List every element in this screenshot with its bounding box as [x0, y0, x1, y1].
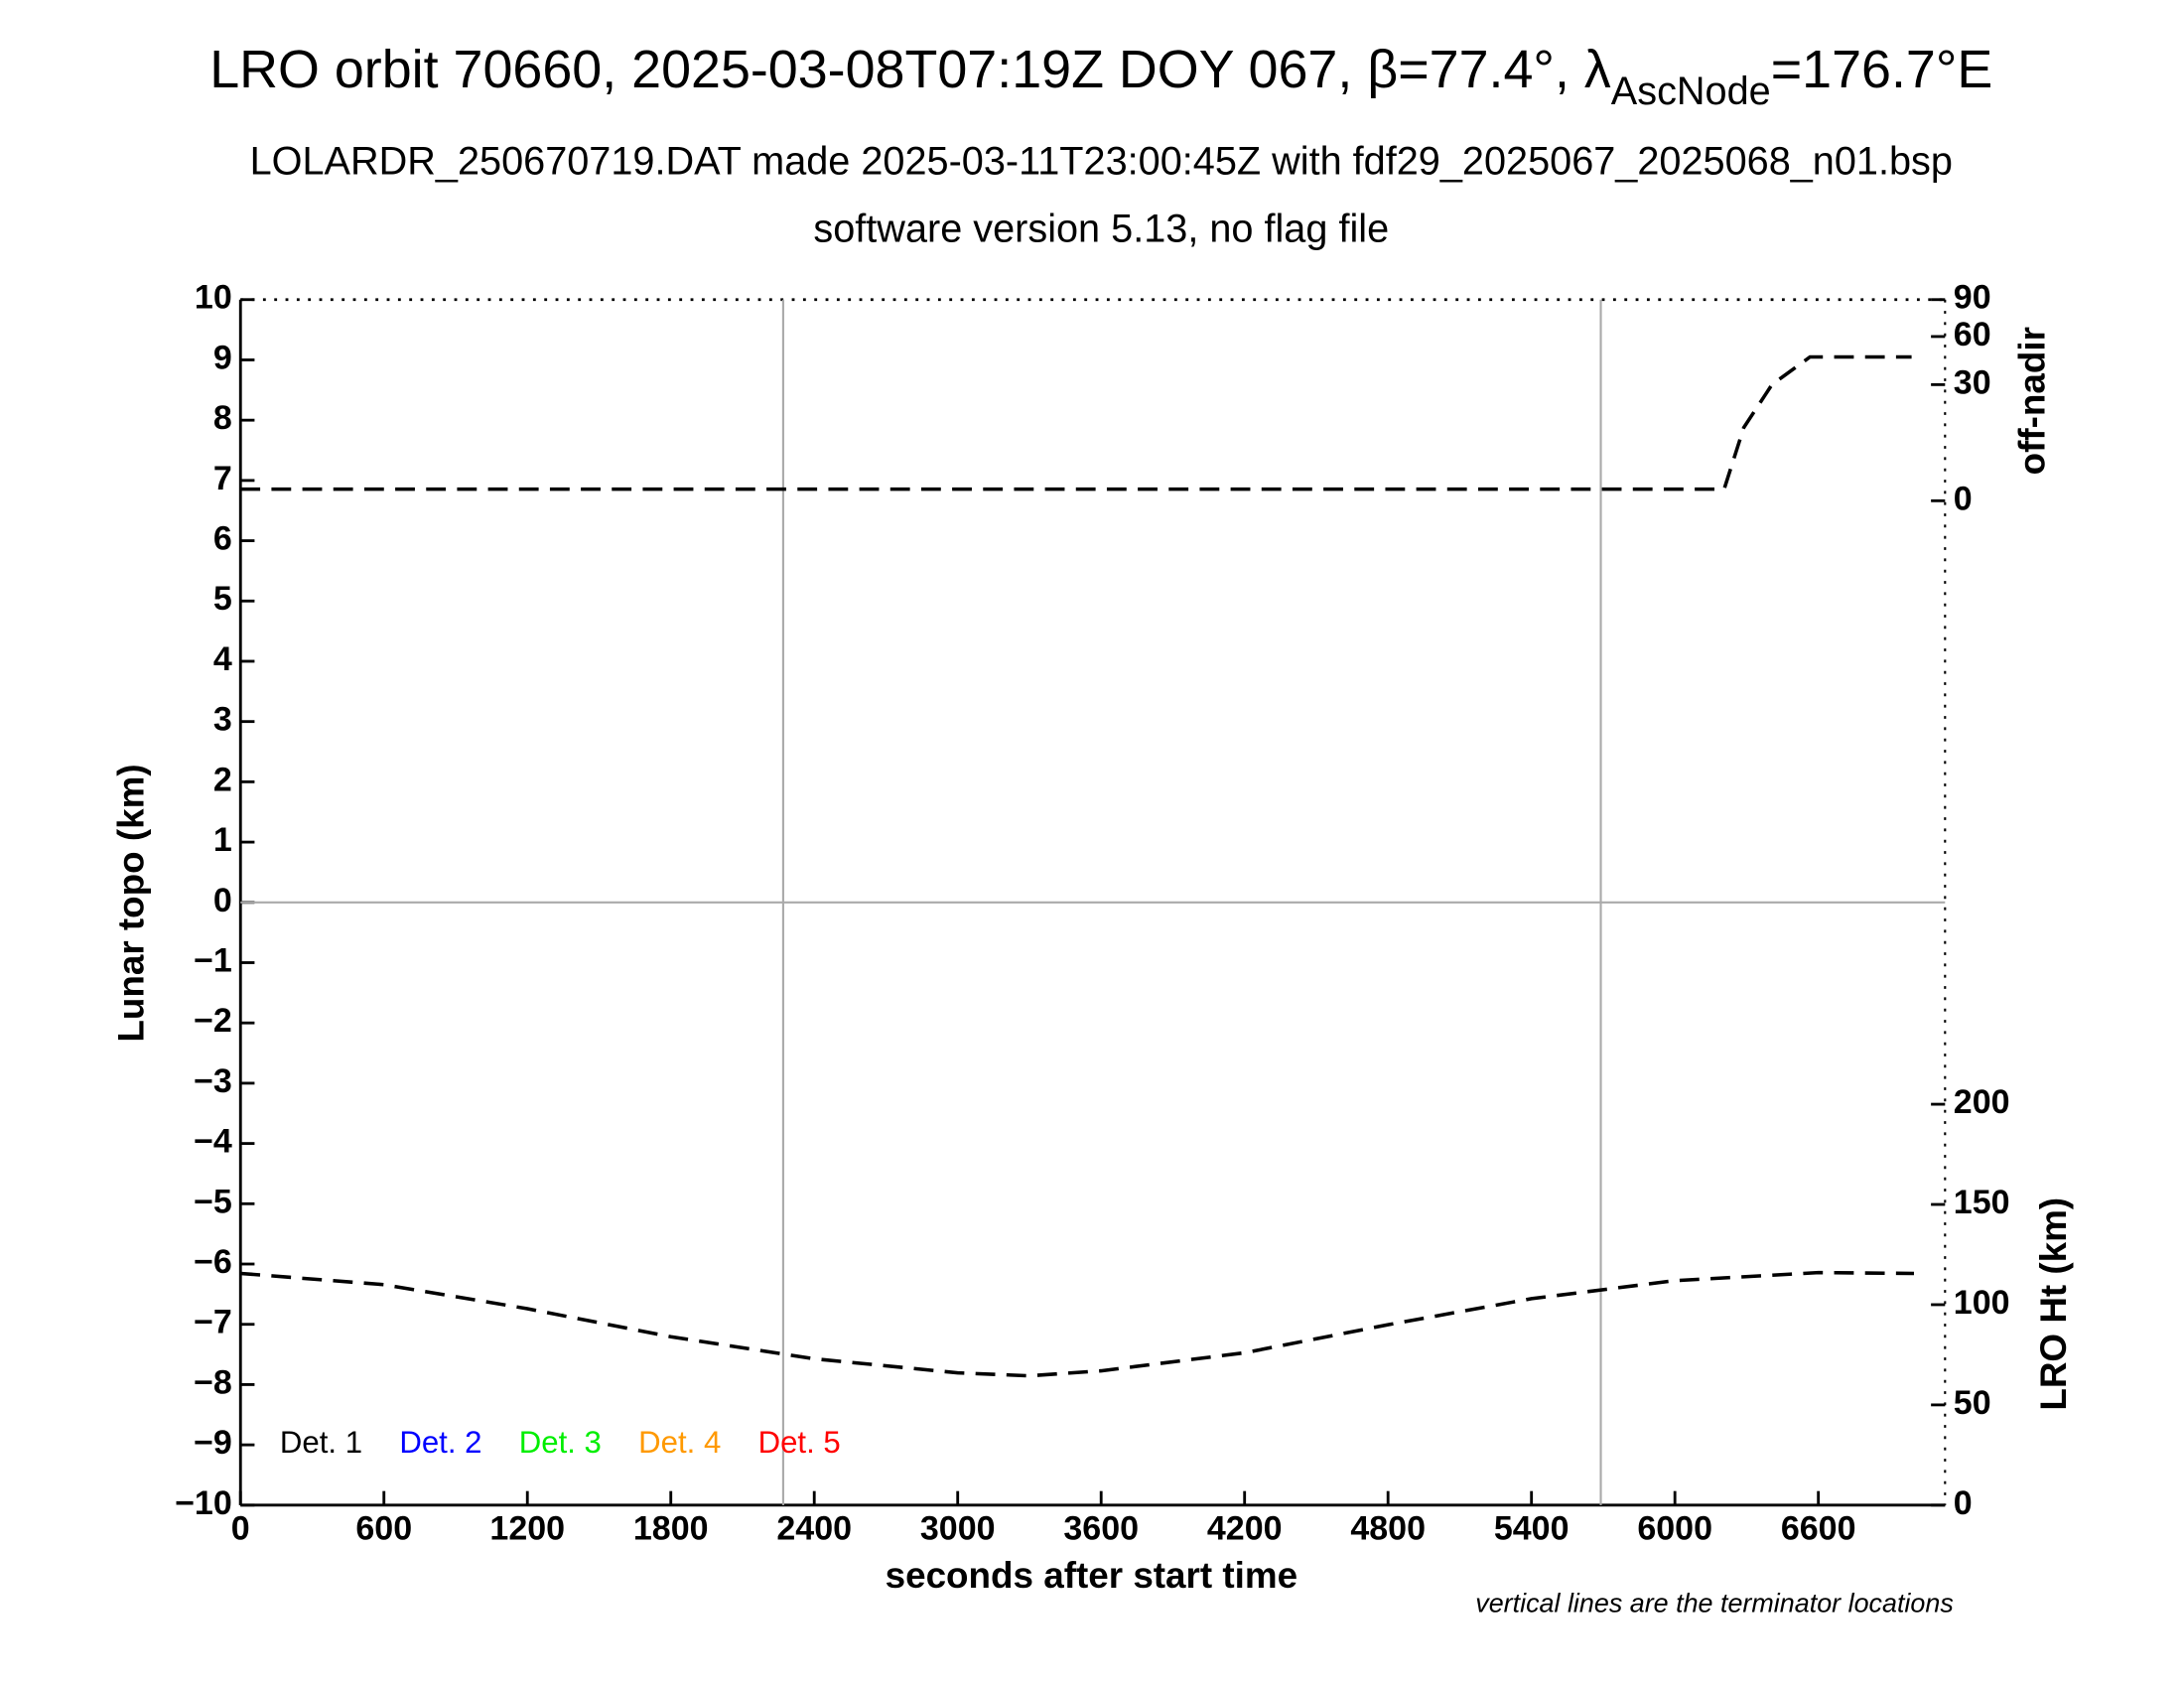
x-tick-label: 4800 [1350, 1509, 1426, 1547]
y-tick-label: 4 [213, 640, 232, 678]
y-tick-label: −4 [194, 1123, 232, 1161]
y-tick-label: −9 [194, 1424, 232, 1462]
y-tick-label: −10 [175, 1484, 232, 1522]
y-tick-label: −7 [194, 1304, 232, 1341]
y-tick-label: −8 [194, 1363, 232, 1401]
y-tick-label: 0 [213, 882, 232, 919]
y-tick-label: 7 [213, 460, 232, 497]
height-tick-label: 100 [1954, 1284, 2010, 1322]
y-tick-label: 5 [213, 580, 232, 618]
y-tick-label: 9 [213, 339, 232, 376]
offnadir-tick-label: 90 [1954, 279, 1991, 317]
y-tick-label: 2 [213, 761, 232, 798]
title-end: =176.7°E [1771, 40, 1993, 99]
x-tick-label: 600 [355, 1509, 412, 1547]
subtitle2: software version 5.13, no flag file [813, 208, 1389, 251]
x-tick-label: 6000 [1637, 1509, 1712, 1547]
y-axis-label: Lunar topo (km) [110, 764, 151, 1042]
legend-entry: Det. 3 [519, 1425, 602, 1460]
y-tick-label: −3 [194, 1062, 232, 1100]
y-tick-label: 8 [213, 399, 232, 437]
x-axis-label: seconds after start time [886, 1555, 1298, 1596]
y-tick-label: −2 [194, 1002, 232, 1040]
x-tick-label: 4200 [1207, 1509, 1283, 1547]
y-tick-label: 3 [213, 701, 232, 739]
x-tick-label: 1200 [489, 1509, 565, 1547]
height-axis-label: LRO Ht (km) [2033, 1197, 2074, 1411]
legend-entry: Det. 5 [758, 1425, 841, 1460]
height-tick-label: 50 [1954, 1384, 1991, 1422]
height-tick-label: 0 [1954, 1484, 1973, 1522]
x-tick-label: 3000 [920, 1509, 996, 1547]
y-tick-label: −5 [194, 1183, 232, 1220]
series-line [240, 1270, 1915, 1378]
series-line [240, 354, 1912, 492]
x-tick-label: 2400 [776, 1509, 852, 1547]
x-tick-label: 5400 [1494, 1509, 1570, 1547]
title-main: LRO orbit 70660, 2025-03-08T07:19Z DOY 0… [209, 40, 1611, 99]
offnadir-tick-label: 0 [1954, 480, 1973, 517]
x-tick-label: 3600 [1063, 1509, 1139, 1547]
annotation: vertical lines are the terminator locati… [1475, 1589, 1954, 1618]
chart-title: LRO orbit 70660, 2025-03-08T07:19Z DOY 0… [209, 40, 1992, 113]
subtitle: LOLARDR_250670719.DAT made 2025-03-11T23… [250, 140, 1953, 184]
offnadir-axis-label: off-nadir [2012, 327, 2053, 475]
offnadir-tick-label: 60 [1954, 316, 1991, 353]
y-tick-label: 1 [213, 821, 232, 859]
height-tick-label: 200 [1954, 1083, 2010, 1121]
offnadir-tick-label: 30 [1954, 363, 1991, 401]
y-tick-label: 10 [195, 279, 232, 317]
y-tick-label: 6 [213, 520, 232, 558]
x-tick-label: 0 [231, 1509, 250, 1547]
title-sub: AscNode [1611, 70, 1771, 113]
x-tick-label: 1800 [633, 1509, 709, 1547]
height-tick-label: 150 [1954, 1184, 2010, 1221]
legend-entry: Det. 4 [638, 1425, 721, 1460]
y-tick-label: −6 [194, 1243, 232, 1281]
legend-entry: Det. 1 [280, 1425, 362, 1460]
x-tick-label: 6600 [1781, 1509, 1856, 1547]
y-tick-label: −1 [194, 941, 232, 979]
legend-entry: Det. 2 [399, 1425, 481, 1460]
